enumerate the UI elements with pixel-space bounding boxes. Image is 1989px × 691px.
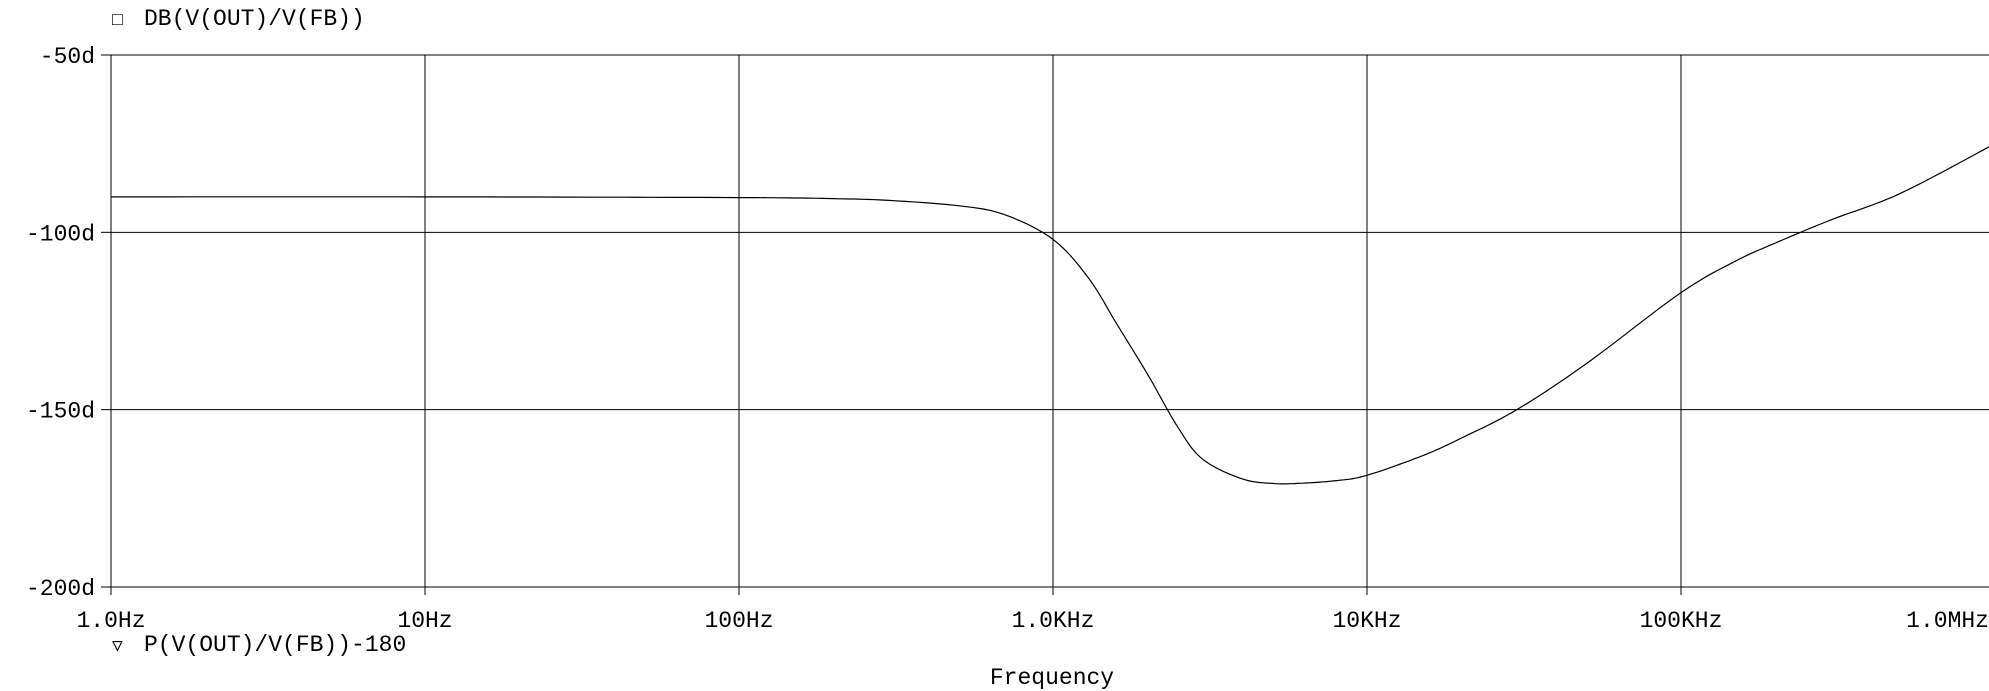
y-tick-label: -150d (26, 399, 95, 425)
triangle-marker-icon: ▽ (112, 637, 123, 657)
series-layer (111, 146, 1989, 485)
y-tick-label: -50d (40, 44, 95, 70)
x-tick-label: 100Hz (704, 608, 773, 634)
x-tick-label: 10Hz (397, 608, 452, 634)
series-line (111, 146, 1989, 485)
x-tick-label: 1.0Hz (76, 608, 145, 634)
legend-label: P(V(OUT)/V(FB))-180 (144, 632, 406, 658)
x-tick-label: 1.0MHz (1906, 608, 1989, 634)
y-tick-label: -100d (26, 221, 95, 247)
grid-lines (101, 54, 1989, 595)
y-tick-labels: -50d -100d -150d -200d (26, 44, 95, 602)
x-axis-label: Frequency (990, 665, 1114, 691)
x-tick-label: 1.0KHz (1012, 608, 1095, 634)
y-tick-label: -200d (26, 576, 95, 602)
x-tick-labels: 1.0Hz 10Hz 100Hz 1.0KHz 10KHz 100KHz 1.0MHz (76, 608, 1989, 634)
x-tick-label: 10KHz (1332, 608, 1401, 634)
square-marker-icon: □ (112, 11, 123, 31)
legend-label: DB(V(OUT)/V(FB)) (144, 6, 365, 32)
legend: □ DB(V(OUT)/V(FB)) ▽ P(V(OUT)/V(FB))-180 (112, 6, 406, 658)
x-tick-label: 100KHz (1640, 608, 1723, 634)
